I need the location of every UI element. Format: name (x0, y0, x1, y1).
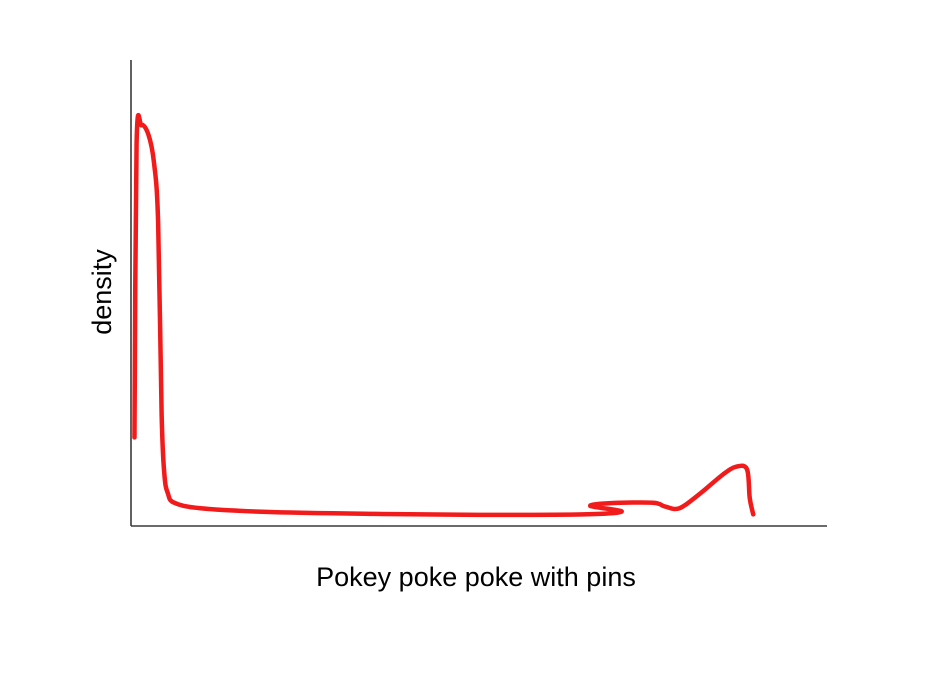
density-curve-1 (132, 113, 756, 518)
x-axis-label: Pokey poke poke with pins (316, 562, 636, 592)
axes (130, 60, 827, 527)
y-axis-label: density (87, 249, 117, 335)
series-layer (132, 113, 756, 518)
